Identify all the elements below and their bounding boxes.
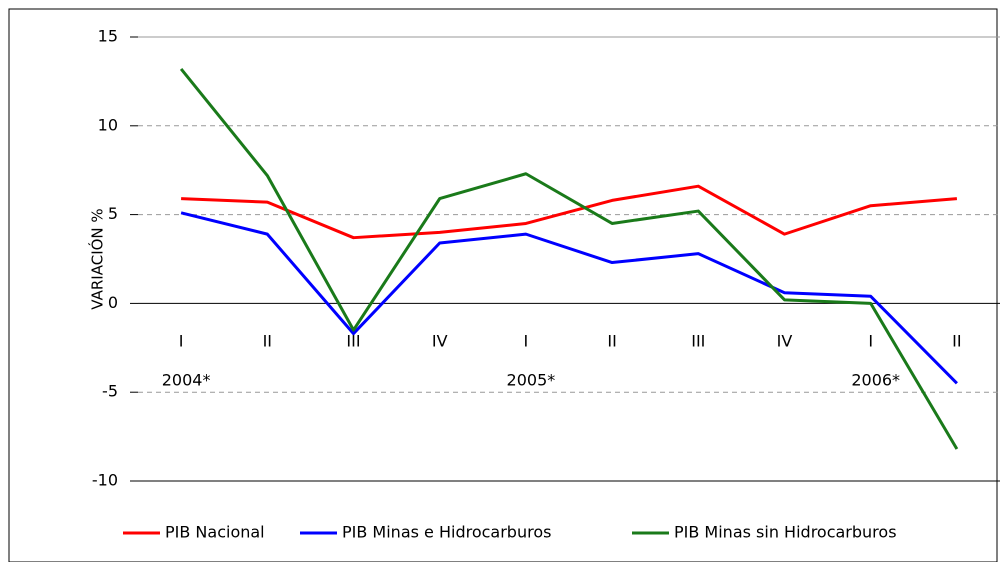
series-line [179,68,959,450]
x-tick-label: I [524,332,529,351]
x-group-label: 2006* [851,371,900,390]
y-tick-label: 0 [108,293,118,312]
legend-label: PIB Minas sin Hidrocarburos [674,523,897,542]
legend-label: PIB Nacional [165,523,265,542]
x-tick-label: IV [777,332,793,351]
y-tick-label: 5 [108,204,118,223]
x-tick-label: II [607,332,616,351]
x-tick-label: I [868,332,873,351]
y-tick-label: 10 [98,115,118,134]
y-tick-label: -10 [92,471,118,490]
x-tick-label: II [952,332,961,351]
legend-label: PIB Minas e Hidrocarburos [342,523,551,542]
x-tick-label: IV [432,332,448,351]
chart-frame [8,8,998,562]
x-tick-label: III [346,332,360,351]
x-tick-label: I [179,332,184,351]
x-tick-label: II [263,332,272,351]
series-line [180,211,958,385]
x-tick-label: III [691,332,705,351]
y-tick-label: 15 [98,27,118,46]
y-tick-label: -5 [102,382,118,401]
x-group-label: 2005* [507,371,556,390]
series-line [181,184,958,240]
x-group-label: 2004* [162,371,211,390]
y-axis-label: VARIACIÓN % [88,208,107,309]
